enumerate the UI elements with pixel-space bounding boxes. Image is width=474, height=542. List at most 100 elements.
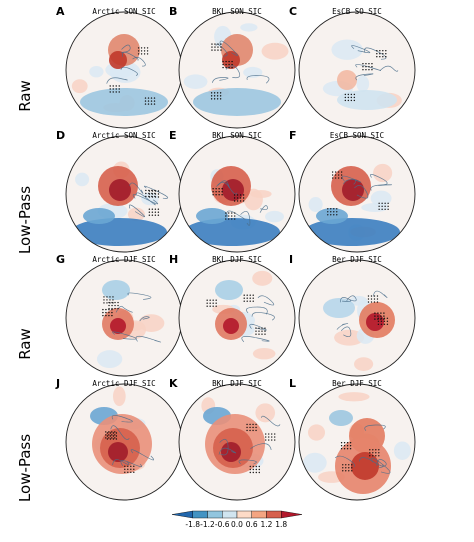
significance-dot — [112, 432, 115, 434]
significance-dot — [330, 208, 332, 210]
significance-dot — [117, 301, 119, 304]
significance-dot — [108, 304, 110, 307]
significance-dot — [228, 212, 230, 214]
significance-dot — [147, 103, 150, 105]
significance-dot — [105, 431, 107, 433]
significance-dot — [377, 320, 380, 323]
significance-dot — [220, 46, 222, 48]
significance-dot — [150, 100, 153, 102]
coastline — [106, 77, 128, 84]
map-panel-h: H BKL DJF SIC — [169, 253, 296, 377]
significance-dot — [111, 311, 113, 314]
coastline — [354, 184, 369, 199]
negative-anomaly — [102, 280, 130, 300]
anomaly-patch — [141, 192, 159, 206]
significance-dot — [102, 311, 104, 314]
coastline — [226, 210, 246, 220]
negative-anomaly — [184, 218, 280, 246]
significance-dot — [380, 312, 382, 314]
anomaly-patch — [89, 65, 104, 78]
significance-dot — [236, 197, 239, 199]
panel-letter: I — [289, 253, 293, 266]
significance-dot — [382, 50, 384, 52]
panel-letter: B — [169, 5, 177, 18]
significance-dot — [111, 307, 113, 310]
significance-dot — [115, 435, 118, 437]
significance-dot — [109, 85, 111, 87]
coastline — [139, 316, 150, 322]
negative-anomaly — [316, 208, 348, 224]
significance-dot — [234, 215, 236, 217]
significance-dot — [145, 192, 147, 195]
coastline — [241, 336, 270, 343]
significance-dot — [148, 214, 151, 216]
significance-dot — [221, 188, 223, 190]
anomaly-patch — [127, 207, 145, 222]
anomaly-patch — [252, 347, 276, 360]
significance-dot — [228, 215, 230, 217]
significance-dot — [109, 91, 111, 93]
significance-dot — [124, 465, 126, 467]
negative-anomaly — [83, 208, 115, 224]
significance-dot — [340, 171, 343, 173]
significance-dot — [236, 200, 239, 202]
significance-dot — [271, 436, 273, 438]
significance-dot — [249, 471, 251, 474]
coastline — [251, 312, 275, 321]
significance-dot — [377, 318, 379, 320]
coastline — [215, 43, 228, 57]
coastline — [120, 44, 131, 53]
significance-dot — [108, 311, 110, 314]
coastline — [127, 292, 152, 300]
significance-dot — [383, 312, 385, 314]
map-panel-f: F EsCB SON SIC — [289, 129, 416, 253]
significance-dot — [225, 218, 227, 220]
coastline — [144, 185, 169, 199]
significance-dot — [137, 47, 140, 49]
map-panel-a: A Arctic SON SIC — [56, 5, 183, 129]
positive-anomaly — [108, 442, 128, 462]
significance-dot — [148, 208, 151, 210]
significance-dot — [377, 323, 380, 326]
significance-dot — [137, 50, 140, 52]
significance-dot — [151, 192, 153, 195]
significance-dot — [375, 452, 377, 454]
significance-dot — [106, 302, 108, 304]
significance-dot — [215, 194, 217, 196]
significance-dot — [347, 93, 350, 96]
significance-dot — [105, 434, 107, 436]
significance-dot — [114, 301, 116, 304]
colorbar-tick-label: 1.8 — [275, 520, 287, 529]
colorbar-segment — [281, 510, 303, 519]
coastline — [218, 447, 237, 455]
map-panel-c: C EsCB SO SIC — [289, 5, 416, 129]
significance-dot — [112, 299, 114, 301]
significance-dot — [342, 464, 344, 466]
significance-dot — [376, 295, 379, 297]
colorbar-segment — [192, 510, 208, 519]
row-label-3: Raw — [16, 328, 34, 360]
panel-title: BKL DJF SIC — [212, 255, 262, 264]
significance-dot — [214, 43, 216, 45]
significance-dot — [246, 297, 248, 299]
significance-dot — [375, 449, 377, 451]
significance-dot — [109, 299, 111, 301]
anomaly-patch — [307, 424, 326, 441]
significance-dot — [117, 307, 119, 310]
significance-dot — [384, 208, 386, 210]
map-panel-d: D Arctic SON SIC — [56, 129, 183, 253]
significance-dot — [147, 97, 150, 99]
map-panel-e: E BKL SON SIC — [169, 129, 296, 253]
coastline — [259, 205, 268, 213]
significance-dot — [376, 53, 378, 55]
significance-dot — [209, 299, 211, 301]
significance-dot — [157, 190, 160, 192]
significance-dot — [157, 193, 160, 195]
significance-dot — [130, 468, 132, 470]
panel-title: EsCB SO SIC — [332, 7, 382, 16]
significance-dot — [375, 455, 377, 457]
coastline — [369, 174, 388, 186]
significance-dot — [387, 205, 389, 207]
significance-dot — [212, 191, 214, 193]
